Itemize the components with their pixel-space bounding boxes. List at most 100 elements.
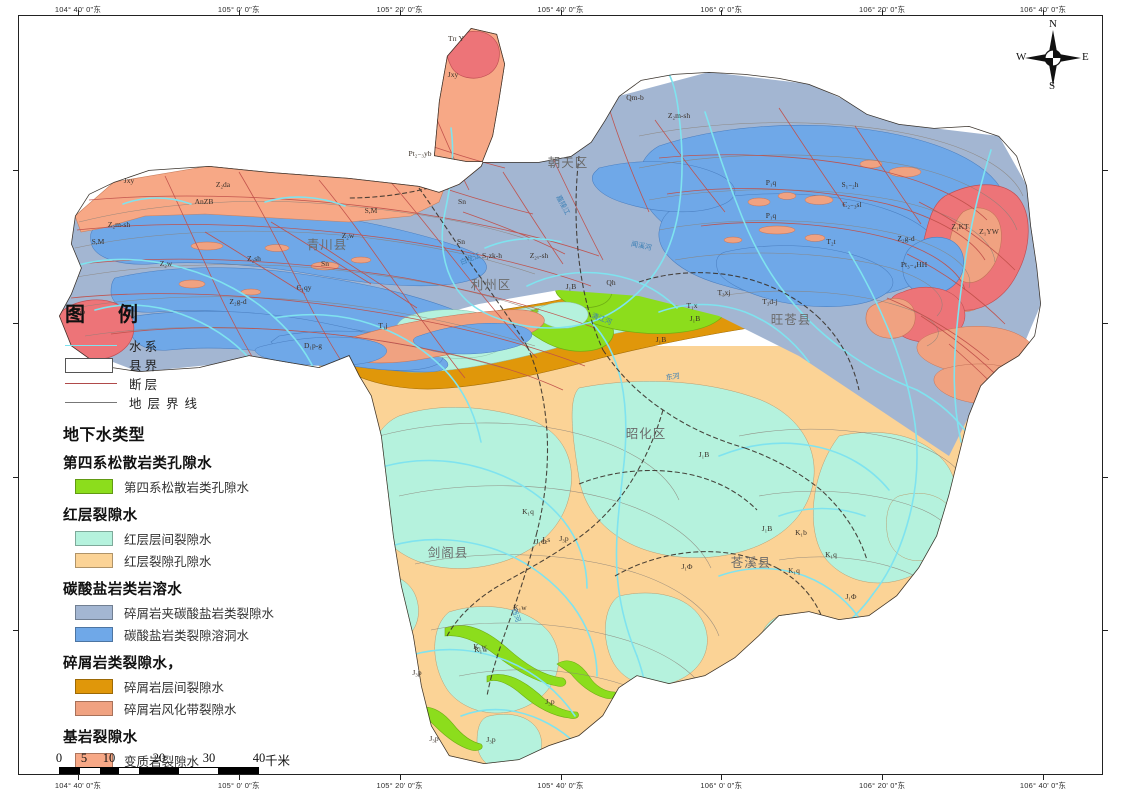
geology-unit-label: Z₂g-d <box>229 297 246 306</box>
place-name-label: 剑阁县 <box>428 545 469 560</box>
graticule-label-lon-top: 106° 40' 0"东 <box>1019 5 1067 14</box>
scale-bar-unit: 千米 <box>265 754 291 768</box>
legend-line-label: 断 层 <box>129 378 158 392</box>
legend-color-swatch <box>75 701 113 716</box>
legend-item: 碎屑岩夹碳酸盐岩类裂隙水 <box>63 602 323 623</box>
geology-unit-label: Sn <box>321 259 329 268</box>
legend-group-heading: 碳酸盐岩类岩溶水 <box>63 582 183 598</box>
place-name-label: 青川县 <box>307 238 348 252</box>
graticule-label-lon-top: 106° 0' 0"东 <box>700 5 743 14</box>
geology-unit-label: Z₂w <box>342 231 355 240</box>
legend-color-swatch <box>75 553 113 568</box>
legend-item: 红层层间裂隙水 <box>63 528 323 549</box>
geology-unit-label: J₁B <box>656 335 667 344</box>
graticule-label-lon-bottom: 106° 40' 0"东 <box>1019 781 1067 790</box>
geology-unit-label: Z₂da <box>216 180 231 189</box>
graticule-tick <box>78 10 79 15</box>
legend-line-symbol <box>65 357 117 373</box>
legend-line-symbol <box>65 339 117 353</box>
scale-bar-tick-labels: 0 5 10 20 30 40 <box>55 751 319 767</box>
legend-line-label: 地层界线 <box>129 397 204 411</box>
geology-unit-label: J₁Φ <box>681 562 693 571</box>
legend-line-item: 水 系 <box>63 336 323 355</box>
legend-group-heading: 第四系松散岩类孔隙水 <box>63 456 212 472</box>
legend-line-label: 县 界 <box>129 359 158 373</box>
graticule-label-lon-bottom: 105° 40' 0"东 <box>537 781 584 790</box>
graticule-tick <box>1103 323 1108 325</box>
place-name-label: 朝天区 <box>548 156 589 170</box>
legend-title: 图 例 <box>65 304 152 326</box>
legend-item-label: 红层裂隙孔隙水 <box>124 555 212 569</box>
scale-bar-segment <box>218 768 258 774</box>
geology-unit-label: J₁Φ <box>845 592 857 601</box>
compass-rose: N S W E <box>1015 18 1091 98</box>
compass-west-label: W <box>1016 51 1027 63</box>
geology-unit-label: Z₁KT <box>951 222 969 231</box>
geology-unit-label: Z₁YW <box>979 227 1000 236</box>
geology-unit-label: Tп Y <box>448 34 464 43</box>
graticule-label-lon-bottom: 106° 20' 0"东 <box>859 781 906 790</box>
legend-groups: 第四系松散岩类孔隙水 第四系松散岩类孔隙水 红层裂隙水 红层层间裂隙水 红层裂隙孔隙水碳… <box>63 452 323 774</box>
geology-unit-label: S₁₋₂h <box>841 180 858 189</box>
scale-bar-segment <box>60 768 80 774</box>
legend-group-heading: 红层裂隙水 <box>63 508 138 524</box>
graticule-tick <box>721 10 723 15</box>
geology-unit-label: T₂t <box>826 237 836 246</box>
geology-unit-label: S,M <box>92 237 105 246</box>
graticule-tick <box>238 10 240 15</box>
legend-section-title: 地下水类型 <box>63 427 146 444</box>
legend-color-swatch <box>75 605 113 620</box>
graticule-label-lon-top: 105° 40' 0"东 <box>537 5 584 14</box>
geology-unit-label: K₁q <box>825 550 837 559</box>
legend-item-label: 第四系松散岩类孔隙水 <box>124 481 250 495</box>
geology-unit-label: J₁B <box>699 450 710 459</box>
graticule-tick <box>560 10 562 15</box>
geology-unit-label: J₃p <box>412 668 422 677</box>
geology-unit-label: J₁B <box>762 524 773 533</box>
graticule-label-lon-bottom: 105° 20' 0"东 <box>376 781 423 790</box>
legend-line-symbol <box>65 396 117 410</box>
scale-bar-segment <box>119 768 140 774</box>
legend-line-item: 县 界 <box>63 355 323 374</box>
graticule-tick <box>13 170 18 171</box>
legend-line-symbol <box>65 377 117 391</box>
map-legend: 图 例 水 系县 界断 层地层界线 地下水类型 第四系松散岩类孔隙水 第四系松散岩… <box>63 298 323 774</box>
geology-unit-label: Z₂w <box>160 259 173 268</box>
geology-unit-label: K₁w <box>473 642 487 651</box>
graticule-tick <box>721 775 723 780</box>
graticule-tick <box>560 775 562 780</box>
scale-bar-segment <box>79 768 100 774</box>
place-name-label: 旺苍县 <box>771 313 812 327</box>
scale-bar-segment <box>99 768 120 774</box>
geology-unit-label: Sn <box>457 237 465 246</box>
geology-unit-label: T₃d-j <box>762 297 778 306</box>
graticule-label-lon-top: 105° 0' 0"东 <box>217 5 260 14</box>
geology-unit-label: Qh <box>606 278 615 287</box>
geology-unit-label: Є₁qy <box>296 283 311 292</box>
legend-line-item: 地层界线 <box>63 393 323 412</box>
legend-color-swatch <box>75 531 113 546</box>
scale-bar: 0 5 10 20 30 40 千米 <box>55 751 319 774</box>
geology-unit-label: K₁w <box>513 603 527 612</box>
legend-stroke-symbol <box>65 344 117 346</box>
legend-color-swatch <box>75 627 113 642</box>
scale-tick-label: 10 <box>102 751 116 765</box>
legend-stroke-symbol <box>65 382 117 384</box>
scale-tick-label: 0 <box>55 751 63 765</box>
compass-east-label: E <box>1082 51 1089 63</box>
geology-unit-label: D₁p-g <box>304 341 322 350</box>
graticule-tick <box>13 630 18 631</box>
scale-tick-label: 40 <box>252 751 266 765</box>
geology-unit-label: Z₂m-sh <box>668 111 690 120</box>
map-canvas[interactable]: Tп Y Jxy Pt₂₋₃yb Jxy Z₂da AnZB Z₂m-sh S,M S,M Z₂w… <box>18 15 1103 775</box>
compass-south-label: S <box>1049 80 1056 92</box>
geology-unit-label: J₃p <box>486 735 496 744</box>
scale-bar-segment <box>178 768 219 774</box>
legend-item: 红层裂隙孔隙水 <box>63 550 323 571</box>
legend-item-label: 碳酸盐岩类裂隙溶洞水 <box>124 629 250 643</box>
geology-unit-label: Pt₂₋₃yb <box>409 149 432 158</box>
geology-unit-label: Pt₃δo <box>69 307 85 316</box>
